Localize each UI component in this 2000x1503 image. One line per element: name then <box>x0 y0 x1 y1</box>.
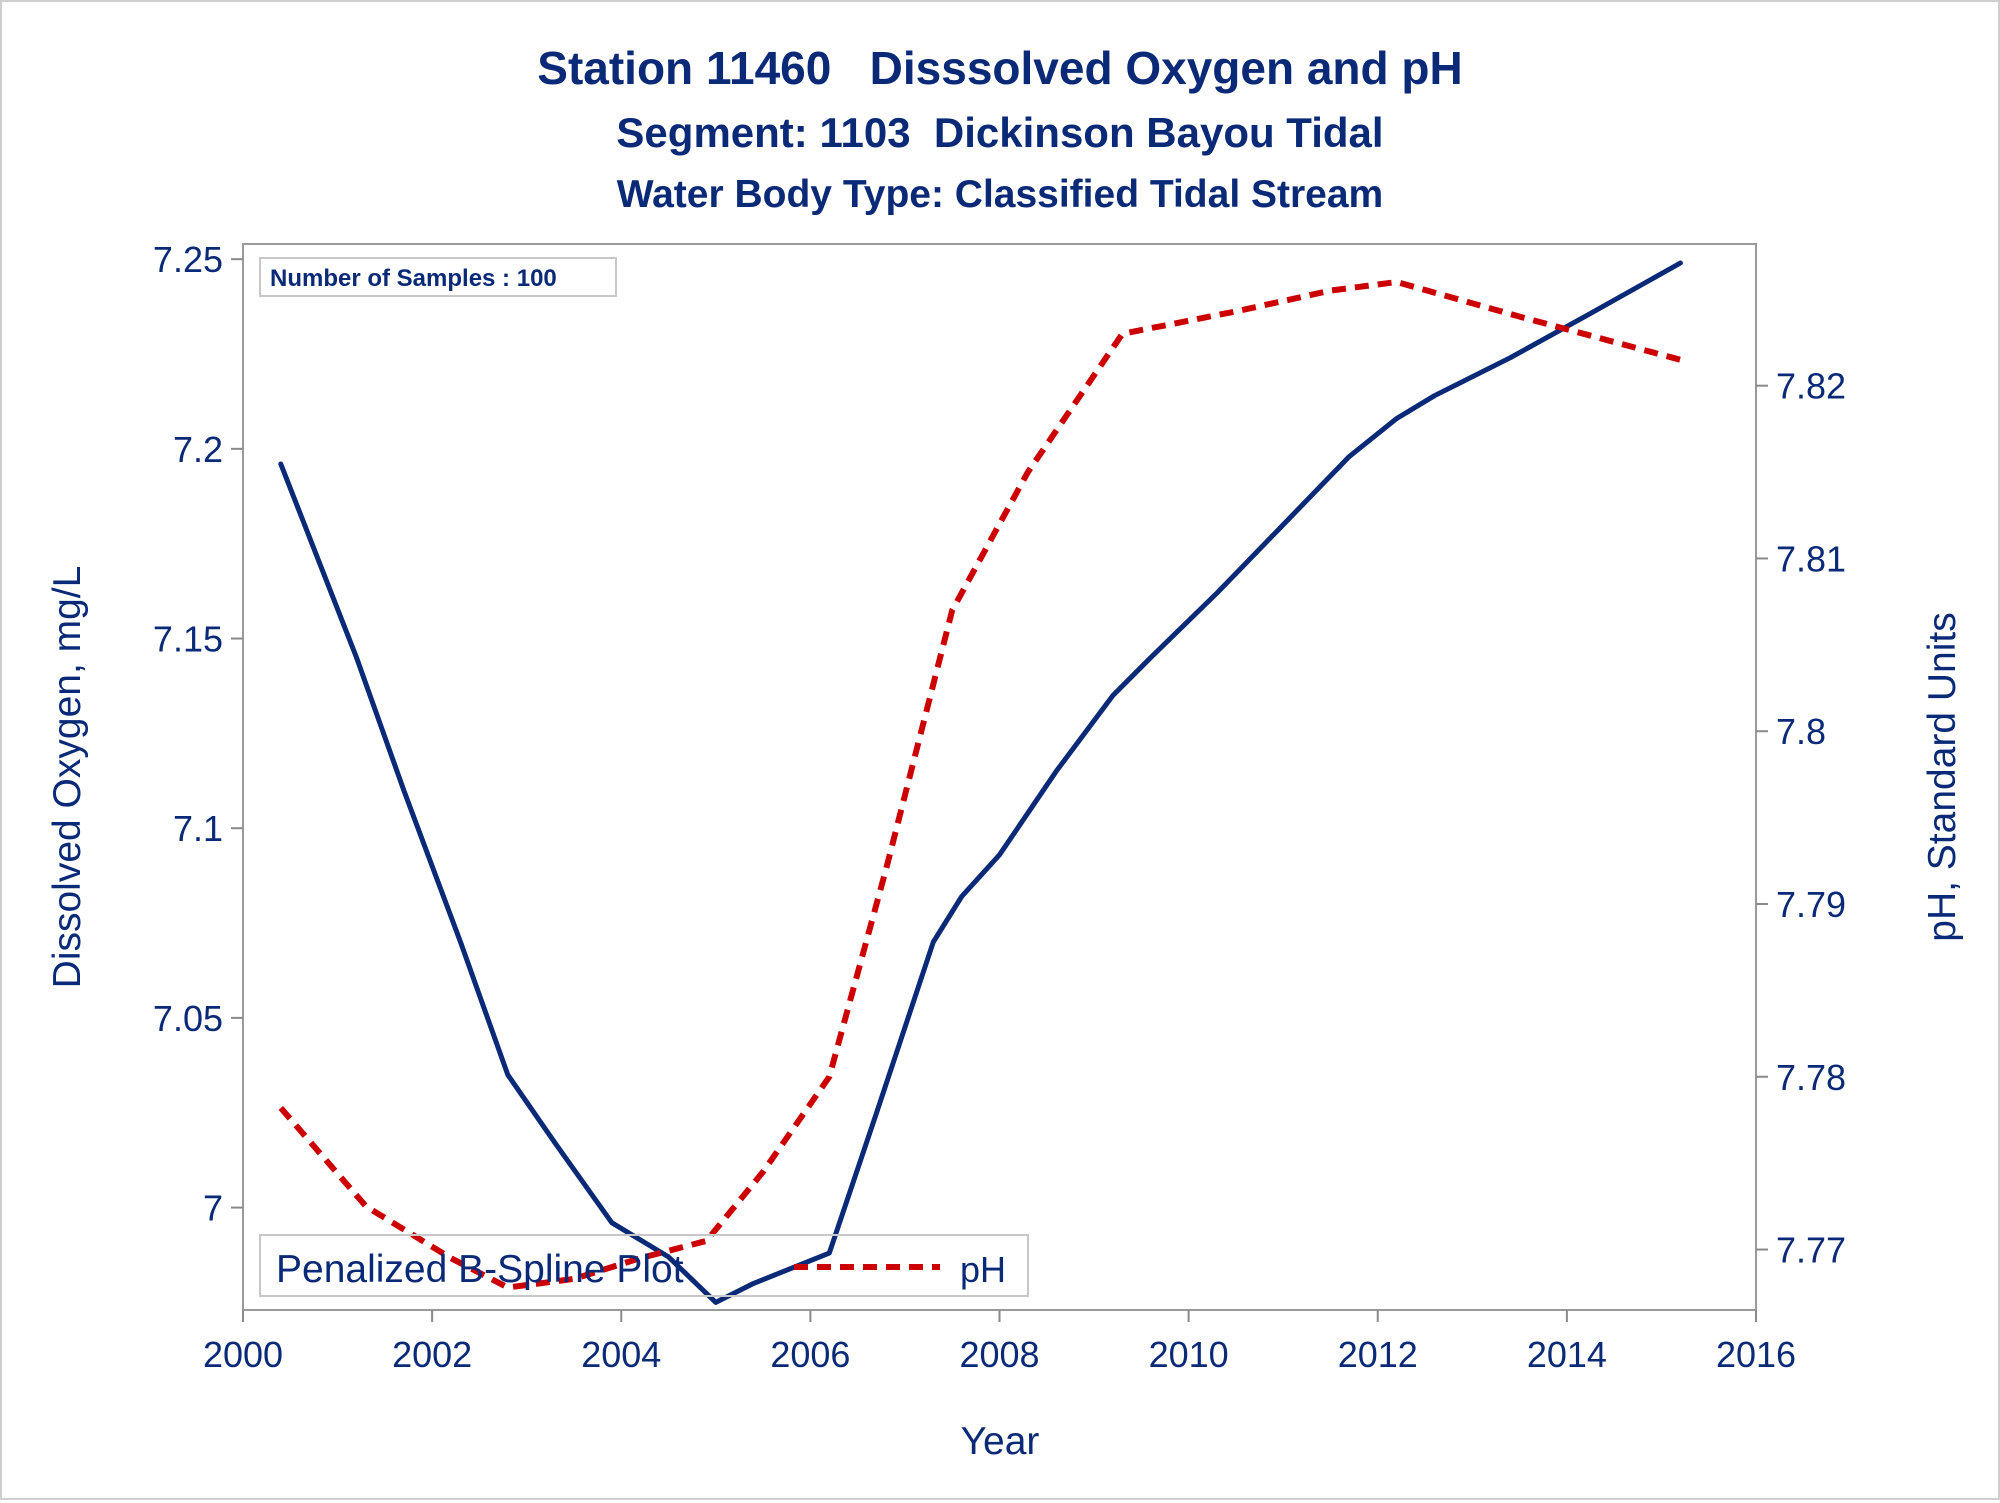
y-left-tick-label: 7.05 <box>153 998 223 1039</box>
x-tick-label: 2006 <box>770 1334 850 1375</box>
x-tick-label: 2008 <box>959 1334 1039 1375</box>
x-tick-label: 2012 <box>1338 1334 1418 1375</box>
y-right-tick-label: 7.79 <box>1776 884 1846 925</box>
x-axis-title: Year <box>961 1420 1040 1463</box>
chart-subtitle: Segment: 1103 Dickinson Bayou Tidal <box>616 109 1383 156</box>
chart-subtitle-2: Water Body Type: Classified Tidal Stream <box>617 173 1383 216</box>
y-right-tick-label: 7.82 <box>1776 366 1846 407</box>
series-line-ph <box>278 279 1682 1291</box>
series-line-dissolved-oxygen <box>278 260 1683 1305</box>
x-tick-label: 2002 <box>392 1334 472 1375</box>
series-layer <box>278 260 1683 1305</box>
y-axis-left-title: Dissolved Oxygen, mg/L <box>46 566 89 989</box>
x-tick-label: 2016 <box>1716 1334 1796 1375</box>
plot-area-frame <box>242 243 1757 1311</box>
x-tick-label: 2010 <box>1149 1334 1229 1375</box>
legend-frame <box>259 1234 1029 1297</box>
legend: Penalized B-Spline Plot pH <box>259 1234 1029 1297</box>
y-left-tick-label: 7.1 <box>173 808 223 849</box>
y-left-tick-label: 7 <box>203 1188 223 1229</box>
y-left-tick-label: 7.15 <box>153 619 223 660</box>
y-left-tick-label: 7.2 <box>173 429 223 470</box>
y-right-tick-label: 7.81 <box>1776 538 1846 579</box>
y-axis-right: 7.77 7.78 7.79 7.8 7.81 7.82 <box>1756 366 1846 1271</box>
y-axis-left: 7 7.05 7.1 7.15 7.2 7.25 <box>153 239 243 1229</box>
chart-title: Station 11460 Disssolved Oxygen and pH <box>537 42 1462 94</box>
y-right-tick-label: 7.78 <box>1776 1057 1846 1098</box>
y-right-tick-label: 7.77 <box>1776 1230 1846 1271</box>
sample-count-label: Number of Samples : 100 <box>270 265 557 292</box>
y-right-tick-label: 7.8 <box>1776 711 1826 752</box>
sample-count-frame <box>259 257 617 297</box>
x-axis: 2000 2002 2004 2006 2008 2010 2012 2014 2016 <box>203 1310 1796 1375</box>
x-tick-label: 2014 <box>1527 1334 1607 1375</box>
legend-label-series-1: Penalized B-Spline Plot <box>276 1248 684 1291</box>
y-axis-right-title: pH, Standard Units <box>1921 612 1964 942</box>
sample-count-box: Number of Samples : 100 <box>259 257 617 297</box>
legend-label-series-2: pH <box>960 1249 1006 1290</box>
x-tick-label: 2000 <box>203 1334 283 1375</box>
y-left-tick-label: 7.25 <box>153 239 223 280</box>
x-tick-label: 2004 <box>581 1334 661 1375</box>
